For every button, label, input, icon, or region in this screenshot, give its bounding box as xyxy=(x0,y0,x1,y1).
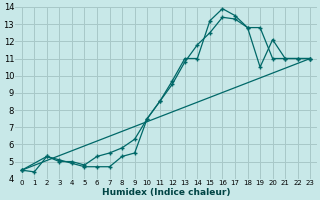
X-axis label: Humidex (Indice chaleur): Humidex (Indice chaleur) xyxy=(102,188,230,197)
